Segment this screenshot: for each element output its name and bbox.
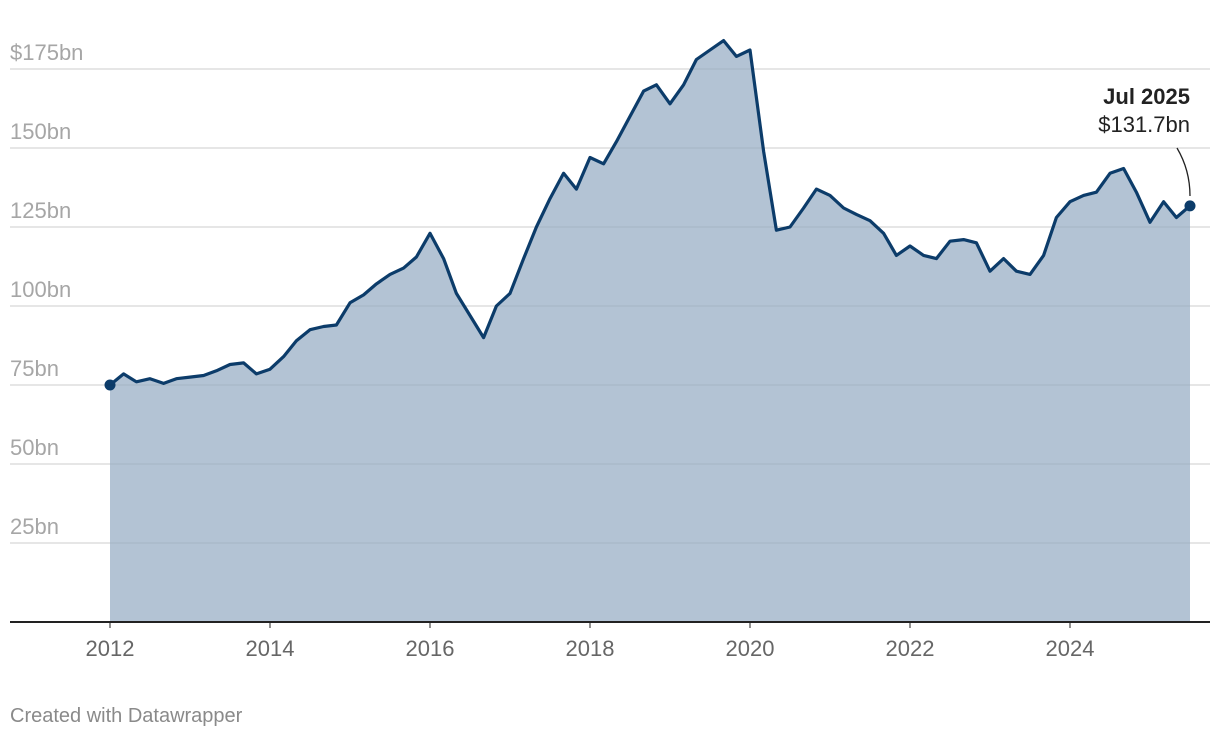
y-tick-label: 125bn xyxy=(10,198,71,223)
y-tick-label: 50bn xyxy=(10,435,59,460)
x-tick-label: 2016 xyxy=(406,636,455,661)
line xyxy=(108,39,1192,387)
annotation-connector xyxy=(1176,147,1191,197)
end-dot xyxy=(104,379,116,391)
area-fill xyxy=(110,40,1190,623)
y-tick-label: 150bn xyxy=(10,119,71,144)
x-tick-label: 2018 xyxy=(566,636,615,661)
footer: Created with Datawrapper xyxy=(10,705,243,727)
x-tick-label: 2022 xyxy=(886,636,935,661)
annotation-text: $131.7bn xyxy=(1098,112,1190,137)
x-tick-label: 2020 xyxy=(726,636,775,661)
y-tick-label: 100bn xyxy=(10,277,71,302)
x-tick-label: 2014 xyxy=(246,636,295,661)
x-tick-label: 2024 xyxy=(1046,636,1095,661)
y-tick-label: 25bn xyxy=(10,514,59,539)
y-tick-label: $175bn xyxy=(10,40,83,65)
x-tick-label: 2012 xyxy=(86,636,135,661)
end-dot xyxy=(1184,200,1196,212)
annotation-title: Jul 2025 xyxy=(1103,84,1190,109)
y-tick-label: 75bn xyxy=(10,356,59,381)
